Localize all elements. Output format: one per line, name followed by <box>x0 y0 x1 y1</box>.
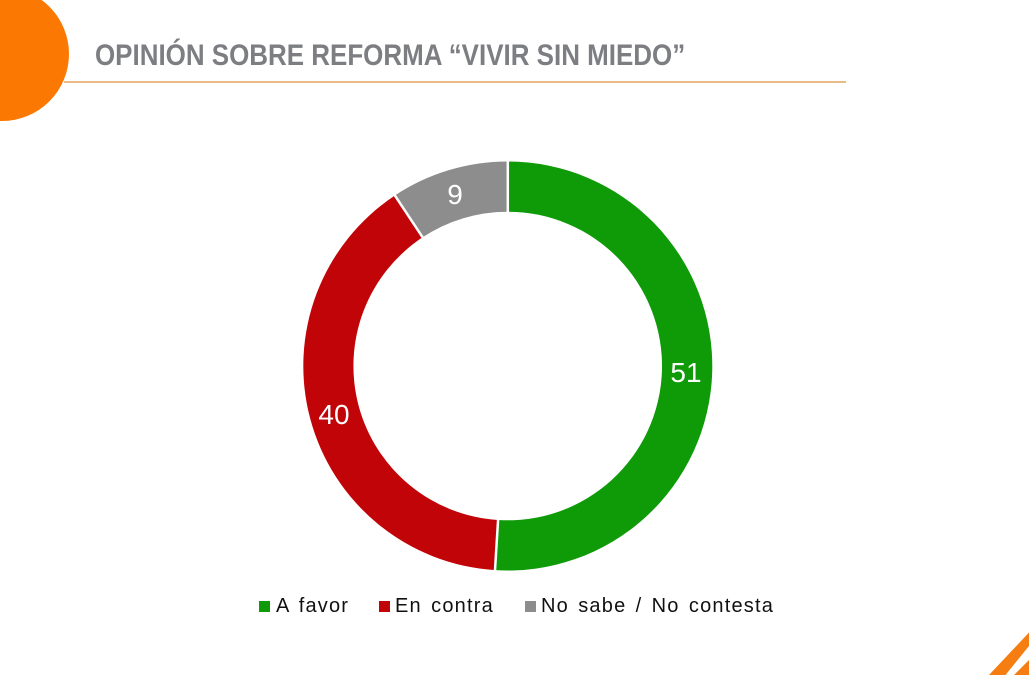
svg-text:51: 51 <box>670 357 701 388</box>
svg-text:9: 9 <box>447 179 463 210</box>
svg-text:40: 40 <box>318 399 349 430</box>
